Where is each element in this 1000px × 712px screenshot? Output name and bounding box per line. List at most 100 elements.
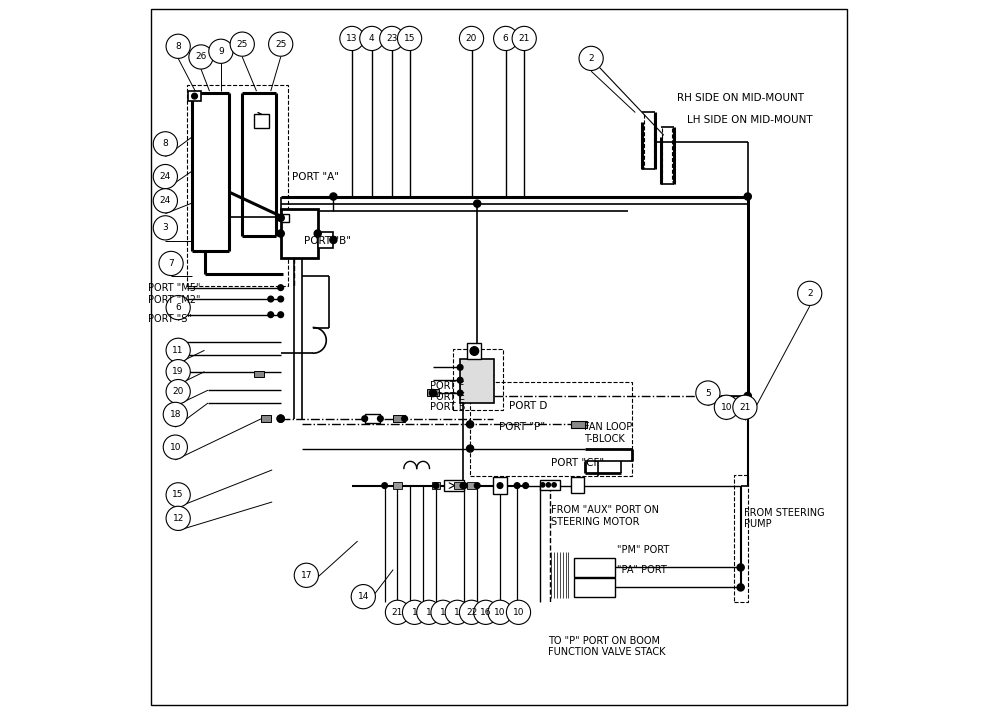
Circle shape (523, 483, 528, 488)
Bar (254, 114, 269, 128)
Text: TO "P" PORT ON BOOM
FUNCTION VALVE STACK: TO "P" PORT ON BOOM FUNCTION VALVE STACK (548, 636, 666, 657)
Circle shape (552, 483, 556, 487)
Circle shape (433, 483, 439, 488)
Text: RH SIDE ON MID-MOUNT: RH SIDE ON MID-MOUNT (677, 93, 804, 103)
Circle shape (474, 200, 481, 207)
Text: 21: 21 (392, 608, 403, 617)
Text: FAN LOOP
T-BLOCK: FAN LOOP T-BLOCK (584, 422, 632, 444)
Circle shape (512, 26, 536, 51)
Text: PORT "M2": PORT "M2" (148, 295, 200, 305)
Circle shape (378, 416, 383, 422)
Text: 1: 1 (440, 608, 446, 617)
Text: LH SIDE ON MID-MOUNT: LH SIDE ON MID-MOUNT (687, 115, 812, 125)
Text: 3: 3 (162, 224, 168, 232)
Text: 13: 13 (346, 34, 358, 43)
Bar (393, 482, 402, 489)
Text: FROM STEERING
PUMP: FROM STEERING PUMP (744, 508, 824, 529)
Text: 1: 1 (412, 608, 417, 617)
Circle shape (467, 421, 474, 428)
Circle shape (192, 93, 197, 99)
Text: PORT "A": PORT "A" (292, 172, 339, 182)
Text: 12: 12 (172, 514, 184, 523)
Text: PORT E: PORT E (430, 392, 465, 402)
Bar (467, 482, 476, 489)
Text: 14: 14 (358, 592, 369, 601)
Circle shape (474, 600, 498, 624)
Text: 26: 26 (195, 53, 207, 61)
Circle shape (166, 338, 190, 362)
Bar (574, 578, 615, 597)
Circle shape (163, 435, 187, 459)
Circle shape (294, 563, 318, 587)
Circle shape (467, 445, 474, 452)
Text: 18: 18 (170, 410, 181, 419)
Bar (254, 371, 264, 377)
Circle shape (696, 381, 720, 405)
Text: 24: 24 (160, 197, 171, 205)
Circle shape (430, 389, 437, 397)
Bar (427, 389, 439, 396)
Text: 25: 25 (237, 40, 248, 48)
Circle shape (457, 365, 463, 370)
Circle shape (153, 216, 177, 240)
Circle shape (166, 295, 190, 320)
Bar (454, 482, 463, 489)
Circle shape (153, 164, 177, 189)
Circle shape (402, 416, 407, 422)
Bar (493, 477, 507, 494)
Circle shape (166, 506, 190, 530)
Circle shape (277, 214, 284, 221)
Circle shape (714, 395, 739, 419)
Bar (470, 382, 632, 476)
Text: 21: 21 (519, 34, 530, 43)
Bar (281, 214, 289, 222)
Circle shape (506, 600, 531, 624)
Circle shape (382, 483, 388, 488)
Text: 23: 23 (386, 34, 397, 43)
Circle shape (278, 312, 284, 318)
Circle shape (744, 193, 751, 200)
Circle shape (402, 600, 427, 624)
Circle shape (546, 483, 551, 487)
Circle shape (330, 193, 337, 200)
Text: 10: 10 (721, 403, 732, 412)
Text: 22: 22 (466, 608, 477, 617)
Text: PORT "B": PORT "B" (304, 236, 351, 246)
Circle shape (462, 483, 467, 488)
Circle shape (457, 377, 463, 383)
Bar (188, 91, 201, 101)
Circle shape (268, 296, 274, 302)
Text: 16: 16 (480, 608, 492, 617)
Bar (187, 85, 288, 286)
Circle shape (166, 379, 190, 404)
Circle shape (278, 296, 284, 302)
Text: 10: 10 (513, 608, 524, 617)
Text: 20: 20 (172, 387, 184, 396)
Circle shape (459, 600, 484, 624)
Text: 1: 1 (426, 608, 432, 617)
Text: 7: 7 (168, 259, 174, 268)
Bar (365, 414, 380, 423)
Circle shape (385, 600, 410, 624)
Circle shape (277, 230, 284, 237)
Text: 17: 17 (301, 571, 312, 580)
Circle shape (209, 39, 233, 63)
Circle shape (189, 45, 213, 69)
Circle shape (163, 402, 187, 426)
Circle shape (268, 312, 274, 318)
Text: 2: 2 (588, 54, 594, 63)
Circle shape (541, 483, 545, 487)
Text: FROM "AUX" PORT ON
STEERING MOTOR: FROM "AUX" PORT ON STEERING MOTOR (551, 506, 659, 527)
Text: PORT "CF": PORT "CF" (551, 458, 604, 468)
Text: 20: 20 (466, 34, 477, 43)
Circle shape (159, 251, 183, 276)
Circle shape (459, 26, 484, 51)
Text: 15: 15 (404, 34, 415, 43)
Bar (453, 349, 503, 410)
Text: 1: 1 (454, 608, 460, 617)
Text: 5: 5 (705, 389, 711, 397)
Circle shape (269, 32, 293, 56)
Circle shape (166, 483, 190, 507)
Circle shape (744, 392, 751, 399)
Text: PORT "S": PORT "S" (148, 314, 191, 324)
